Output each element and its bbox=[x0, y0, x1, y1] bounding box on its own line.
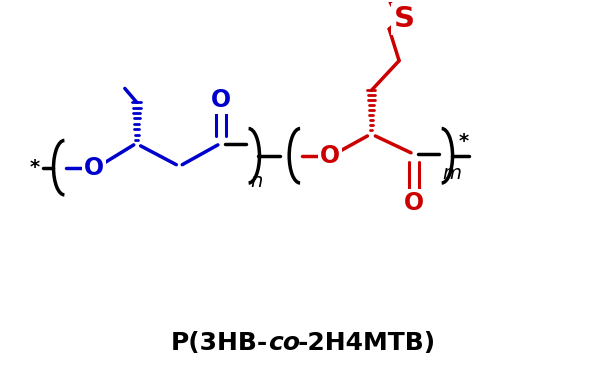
Text: P(3HB-: P(3HB- bbox=[170, 331, 268, 355]
Text: *: * bbox=[30, 158, 40, 177]
Text: O: O bbox=[84, 156, 104, 180]
Text: O: O bbox=[211, 88, 231, 112]
Text: co: co bbox=[268, 331, 300, 355]
Text: S: S bbox=[394, 5, 415, 33]
Text: *: * bbox=[458, 132, 469, 151]
Text: n: n bbox=[250, 172, 263, 191]
Text: -2H4MTB): -2H4MTB) bbox=[298, 331, 435, 355]
Text: O: O bbox=[404, 191, 424, 215]
Text: m: m bbox=[442, 164, 461, 183]
Text: O: O bbox=[320, 144, 340, 168]
